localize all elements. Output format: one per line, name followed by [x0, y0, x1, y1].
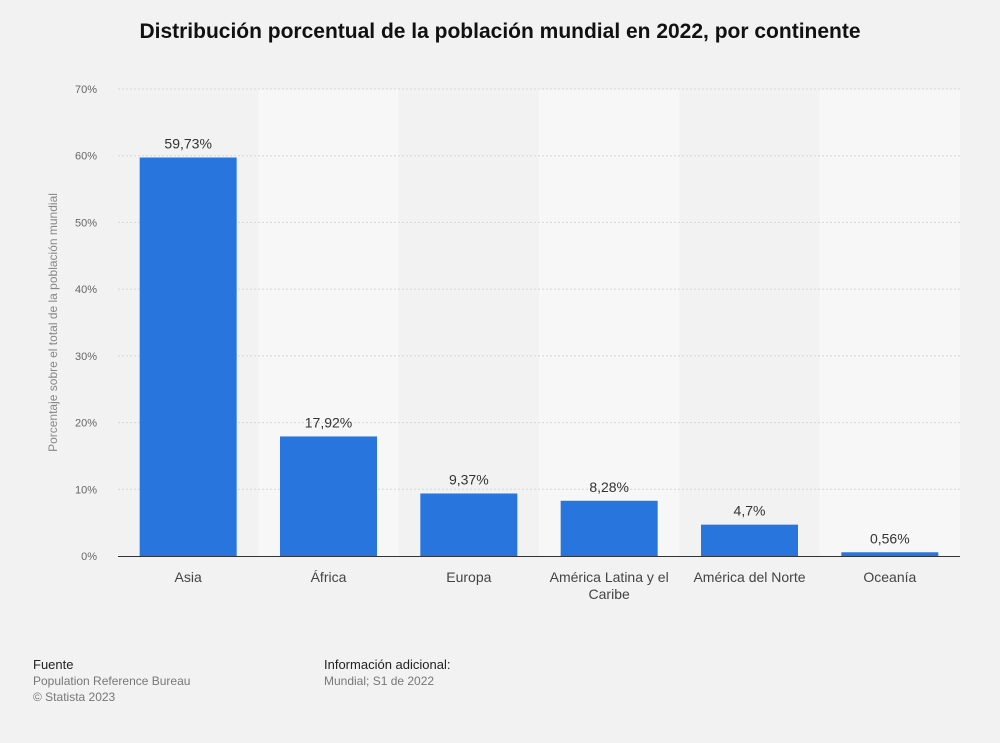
data-label: 4,7%	[734, 503, 766, 519]
category-label: América Latina y el Caribe	[549, 569, 669, 602]
y-tick-label: 0%	[81, 551, 97, 563]
info-line: Mundial; S1 de 2022	[324, 674, 435, 688]
bar	[420, 493, 518, 556]
gridlines	[118, 88, 960, 490]
data-label: 0,56%	[870, 530, 910, 546]
source-block: Fuente Population Reference Bureau © Sta…	[33, 657, 190, 705]
y-tick-label: 10%	[75, 484, 97, 496]
category-label: Oceanía	[863, 569, 917, 585]
copyright-line: © Statista 2023	[33, 690, 116, 704]
bar	[701, 524, 798, 556]
category-label: África	[310, 569, 347, 585]
y-tick-label: 40%	[75, 284, 97, 296]
bar	[560, 500, 658, 556]
category-label: América del Norte	[693, 569, 806, 585]
source-heading: Fuente	[33, 657, 74, 672]
bars	[139, 157, 939, 556]
column-band	[539, 89, 680, 556]
data-label: 9,37%	[449, 471, 489, 487]
bar	[841, 552, 939, 556]
y-tick-label: 60%	[75, 151, 97, 163]
data-label: 8,28%	[589, 479, 629, 495]
category-label: Asia	[174, 569, 202, 585]
chart-title: Distribución porcentual de la población …	[139, 20, 861, 43]
data-label: 17,92%	[305, 414, 352, 430]
source-line: Population Reference Bureau	[33, 674, 191, 688]
info-heading: Información adicional:	[324, 657, 451, 672]
y-tick-label: 20%	[75, 418, 97, 430]
y-axis-ticks: 0% 10% 20% 30% 40% 50% 60% 70%	[75, 84, 97, 563]
y-axis-label: Porcentaje sobre el total de la població…	[46, 193, 60, 452]
data-labels: 59,73% 17,92% 9,37% 8,28% 4,7% 0,56%	[164, 136, 909, 547]
info-block: Información adicional: Mundial; S1 de 20…	[324, 657, 450, 689]
y-tick-label: 30%	[75, 351, 97, 363]
category-label: Europa	[446, 569, 492, 585]
bar	[280, 436, 377, 556]
y-tick-label: 50%	[75, 217, 97, 229]
column-band	[819, 89, 960, 556]
bar	[139, 157, 237, 556]
data-label: 59,73%	[164, 136, 211, 152]
y-tick-label: 70%	[75, 84, 97, 96]
